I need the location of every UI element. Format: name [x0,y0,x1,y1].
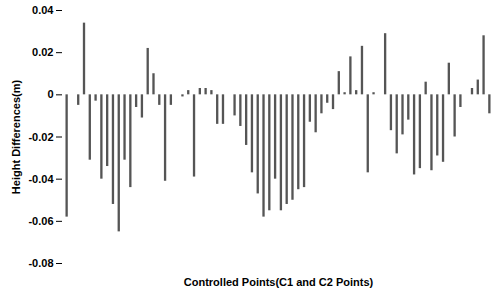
svg-text:-0.08: -0.08 [28,257,53,269]
svg-text:-0.02: -0.02 [28,131,53,143]
svg-text:0.04: 0.04 [32,4,54,16]
svg-text:-0.06: -0.06 [28,215,53,227]
svg-text:0.02: 0.02 [32,46,53,58]
svg-text:Controlled Points(C1 and C2 Po: Controlled Points(C1 and C2 Points) [184,276,374,288]
svg-text:-0.04: -0.04 [28,173,54,185]
svg-text:0: 0 [47,88,53,100]
svg-text:Height Differences(m): Height Differences(m) [10,80,22,195]
